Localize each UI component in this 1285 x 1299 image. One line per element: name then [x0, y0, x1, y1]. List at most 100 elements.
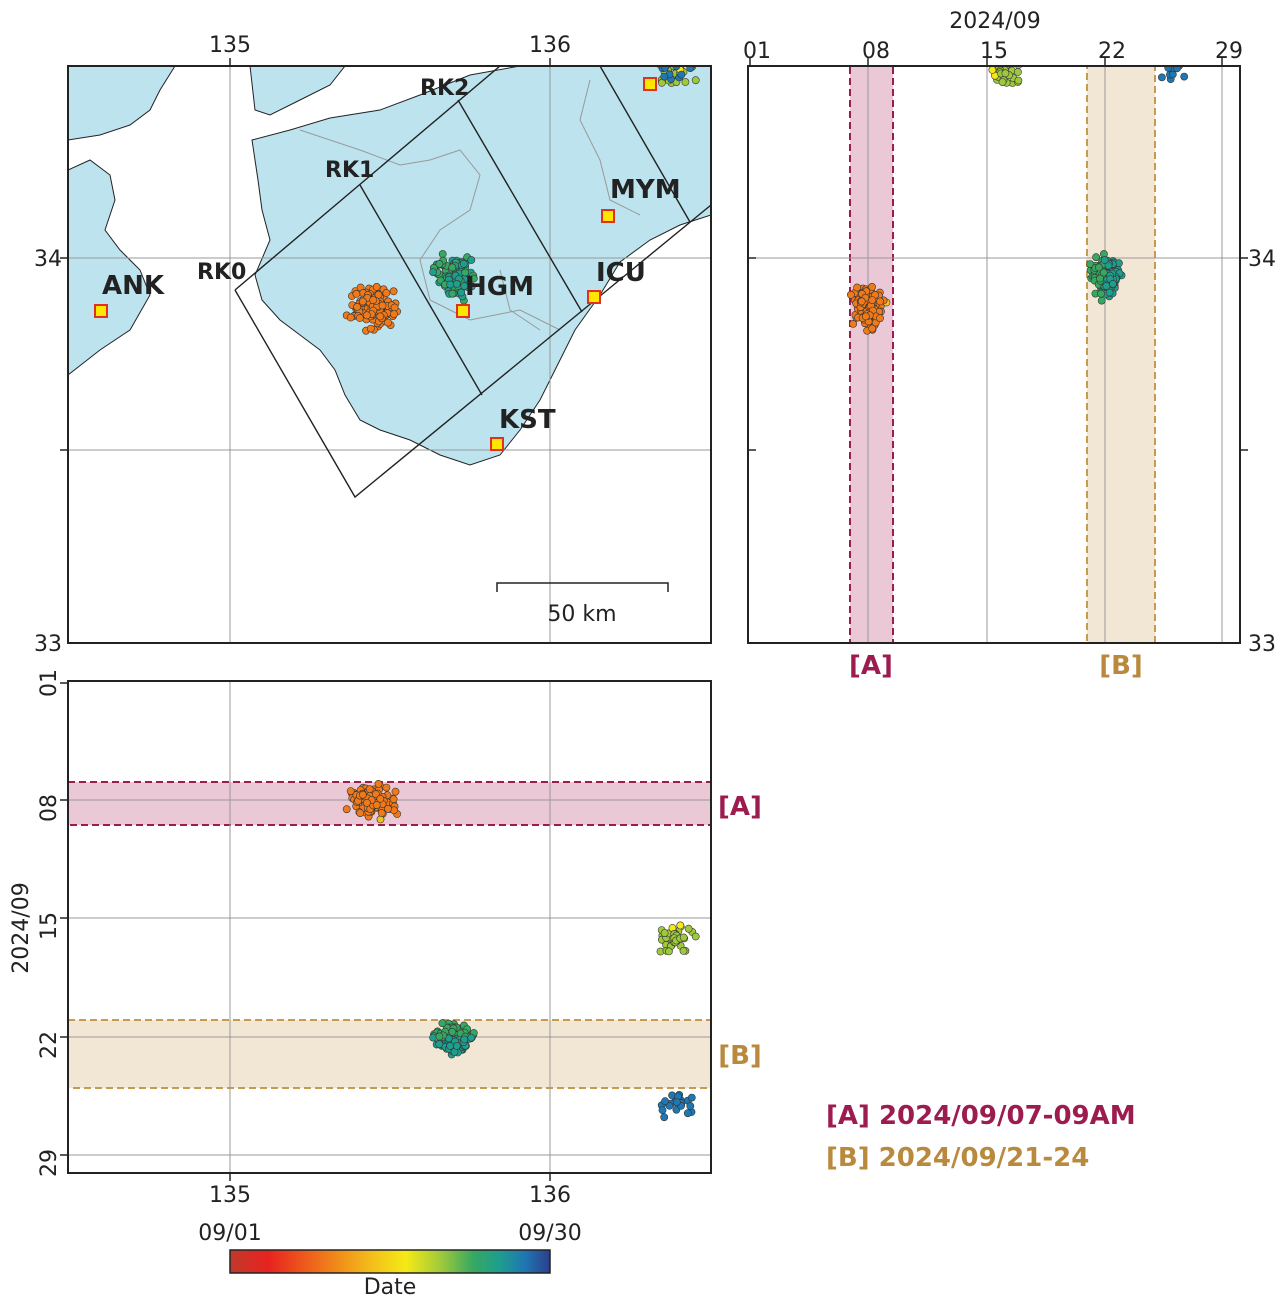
map-event-point [362, 311, 371, 320]
longitude-time-event-point [358, 790, 367, 799]
longitude-time-event-point [679, 947, 688, 955]
time-latitude-event-point [1009, 47, 1016, 54]
time-latitude-event-point [847, 290, 855, 299]
time-latitude-event-point [1014, 48, 1021, 55]
longitude-time-event-point [686, 1102, 695, 1110]
longitude-time-event-point [362, 798, 371, 807]
map-event-point [660, 72, 669, 81]
map-event-point [681, 53, 688, 60]
map-panel: RK2 RK1 RK0 ANK HGM ICU MYM KST 50 km [34, 33, 712, 657]
bottom-left-x-tick-136: 136 [529, 1183, 571, 1208]
time-latitude-event-point [1161, 52, 1168, 59]
map-event-point [448, 289, 457, 298]
map-event-point [378, 301, 387, 310]
map-event-point [369, 296, 378, 304]
time-latitude-event-point [1014, 76, 1023, 85]
top-right-right-tick-33: 33 [1248, 632, 1276, 657]
map-event-point [366, 324, 375, 333]
map-event-point [372, 282, 381, 291]
bottom-left-y-tick-01: 01 [37, 669, 62, 697]
scale-bar-label: 50 km [547, 602, 616, 627]
longitude-time-event-point [467, 1033, 476, 1042]
time-latitude-panel: 2024/09 01 08 15 22 29 34 33 [A] [B] [743, 9, 1276, 681]
time-latitude-event-point [1164, 55, 1171, 62]
longitude-time-event-point [658, 1106, 667, 1114]
map-event-point [672, 56, 679, 63]
time-latitude-event-point [876, 314, 884, 323]
longitude-time-event-point [452, 1042, 461, 1050]
time-latitude-event-point [1099, 268, 1108, 277]
longitude-time-event-point [342, 805, 351, 814]
time-latitude-event-point [853, 283, 861, 292]
top-right-tick-29: 29 [1215, 39, 1243, 64]
longitude-time-event-point [356, 809, 365, 817]
time-latitude-event-point [1173, 66, 1181, 73]
time-latitude-event-point [1092, 253, 1100, 262]
bottom-left-y-tick-29: 29 [37, 1149, 62, 1177]
time-latitude-event-point [1177, 55, 1184, 62]
longitude-time-event-point [435, 1032, 444, 1041]
time-latitude-event-point [1097, 289, 1105, 298]
top-right-tick-15: 15 [980, 39, 1008, 64]
map-event-point [681, 78, 690, 86]
map-event-point [390, 310, 398, 318]
longitude-time-event-point [676, 921, 685, 930]
map-left-tick-34: 34 [34, 247, 62, 272]
highlight-a-tag-top: [A] [849, 651, 893, 681]
time-latitude-event-point [849, 319, 857, 328]
map-event-point [669, 50, 676, 57]
longitude-time-event-point [376, 815, 385, 824]
longitude-time-event-point [435, 1040, 444, 1049]
time-latitude-event-point [1105, 288, 1114, 297]
caption-b: [B] 2024/09/21-24 [826, 1143, 1089, 1173]
longitude-time-event-point [683, 1109, 692, 1118]
scale-bar: 50 km [496, 582, 669, 627]
time-latitude-event-point [868, 296, 877, 304]
map-event-point [446, 280, 455, 289]
time-latitude-event-point [998, 78, 1007, 86]
top-right-tick-08: 08 [862, 39, 890, 64]
map-event-point [675, 55, 682, 62]
longitude-time-event-point [691, 932, 700, 941]
time-latitude-events [847, 47, 1189, 335]
longitude-time-event-point [448, 1027, 457, 1036]
time-latitude-event-point [1096, 274, 1104, 283]
map-event-point [384, 318, 392, 327]
longitude-time-event-point [660, 929, 669, 937]
awaji-land [249, 66, 346, 116]
time-latitude-event-point [1169, 58, 1176, 65]
map-event-point [671, 58, 678, 65]
map-event-point [355, 314, 364, 322]
time-latitude-event-point [1097, 296, 1106, 305]
map-event-point [671, 54, 678, 61]
map-event-point [669, 51, 676, 58]
longitude-time-event-point [377, 809, 386, 817]
time-latitude-event-point [1164, 66, 1173, 72]
map-event-point [673, 55, 680, 62]
map-event-point [452, 279, 461, 288]
map-event-point [658, 54, 665, 61]
map-event-point [673, 55, 680, 62]
north-land [68, 66, 176, 141]
time-latitude-event-point [1001, 69, 1010, 78]
region-label-rk2: RK2 [420, 76, 469, 101]
longitude-time-event-point [346, 787, 355, 795]
map-event-point [352, 289, 361, 298]
map-event-point [429, 268, 437, 276]
map-event-point [460, 282, 469, 290]
map-event-point [663, 48, 670, 55]
longitude-time-event-point [687, 1093, 696, 1102]
map-event-point [435, 259, 444, 268]
longitude-time-event-point [679, 933, 688, 942]
station-label-kst: KST [499, 405, 556, 435]
time-latitude-event-point [1094, 263, 1103, 272]
longitude-time-events [342, 780, 700, 1122]
colorbar-gradient [229, 1249, 551, 1274]
highlight-a-tag-side: [A] [718, 792, 762, 822]
map-event-point [673, 66, 676, 67]
highlight-a-band-vertical [849, 66, 894, 643]
bottom-left-y-label: 2024/09 [9, 882, 34, 973]
time-latitude-event-point [876, 297, 884, 306]
map-event-point [684, 55, 691, 62]
bottom-left-y-tick-22: 22 [37, 1031, 62, 1059]
